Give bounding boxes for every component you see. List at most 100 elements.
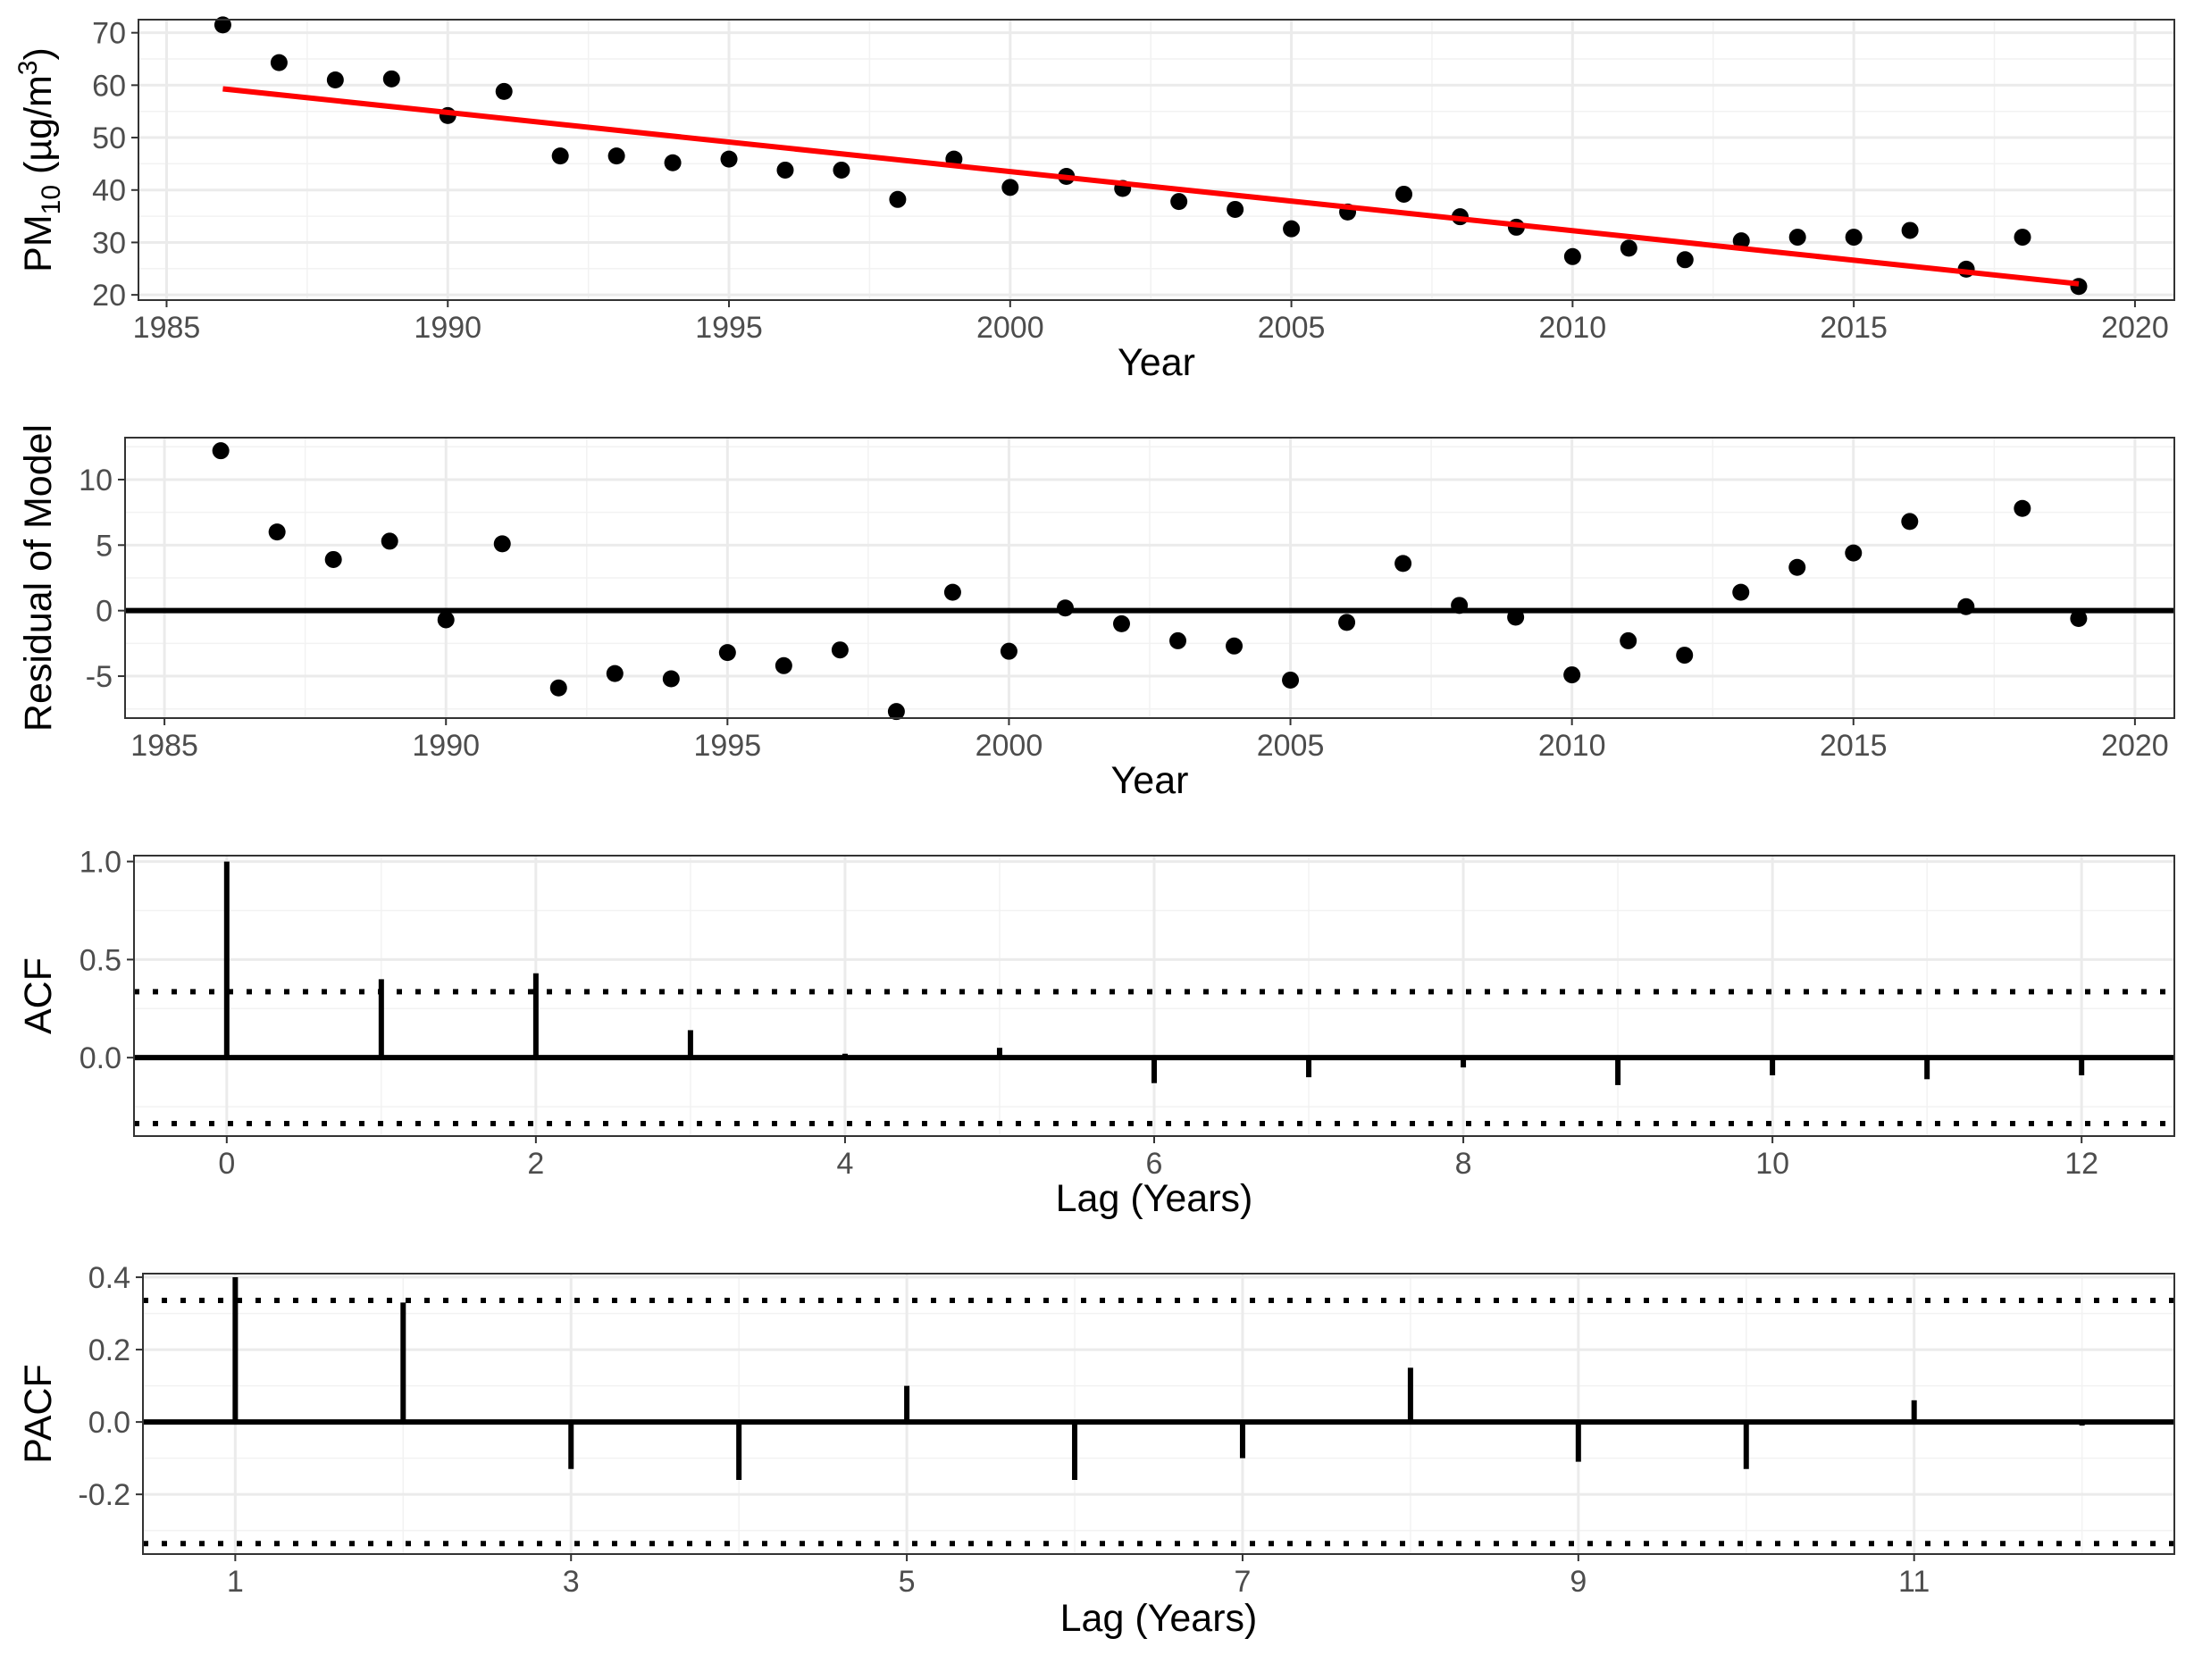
y-tick-label: 0.5	[80, 943, 121, 977]
data-point	[1001, 179, 1019, 196]
y-tick-label: -0.2	[78, 1478, 130, 1512]
panel-border	[142, 1273, 2175, 1555]
y-tick-label: 5	[96, 529, 113, 563]
y-axis: 0.0 0.5 1.0	[80, 846, 134, 1075]
y-axis: -0.2 0.0 0.2 0.4	[78, 1261, 143, 1512]
x-axis-title: Year	[1118, 341, 1195, 384]
y-tick-label: 0	[96, 595, 113, 629]
y-tick-label: 20	[92, 279, 126, 313]
x-tick-label: 0	[218, 1147, 235, 1181]
panel-border	[138, 19, 2175, 301]
x-axis-title: Lag (Years)	[1060, 1597, 1258, 1640]
y-tick-label: 0.0	[80, 1041, 121, 1075]
data-point	[1563, 247, 1581, 265]
data-point	[1226, 637, 1244, 655]
data-point	[776, 161, 794, 179]
data-point	[1227, 200, 1244, 218]
data-point	[437, 611, 455, 629]
y-axis-title-units-open: (µg/m	[17, 75, 60, 185]
data-point	[1676, 647, 1694, 664]
data-point	[1000, 642, 1017, 660]
x-tick-label: 10	[1755, 1147, 1789, 1181]
data-point	[943, 583, 961, 601]
x-tick-label: 2020	[2101, 311, 2169, 345]
x-tick-label: 2020	[2101, 729, 2169, 763]
x-tick-label: 2015	[1820, 729, 1888, 763]
y-tick-label: 70	[92, 17, 126, 51]
gridlines	[143, 1274, 2174, 1554]
data-point	[887, 703, 905, 721]
data-point	[495, 82, 513, 100]
data-point	[1338, 614, 1356, 631]
y-axis-title: Residual of Model	[17, 424, 60, 731]
panel-border	[124, 437, 2175, 719]
x-axis: 0 2 4 6 8 10 12	[218, 1136, 2098, 1181]
trend-line	[222, 86, 2080, 287]
x-tick-label: 2005	[1257, 729, 1325, 763]
x-axis: 1985 1990 1995 2000 2005 2010 2015 2020	[130, 718, 2169, 763]
y-tick-label: 0.0	[88, 1406, 130, 1440]
y-tick-label: 0.4	[88, 1261, 130, 1295]
y-axis-title-sup: 3	[13, 61, 43, 76]
x-tick-label: 1	[227, 1565, 244, 1599]
x-tick-label: 2010	[1539, 311, 1607, 345]
data-point	[1563, 666, 1581, 684]
data-point	[775, 656, 792, 674]
x-tick-label: 11	[1898, 1565, 1930, 1599]
data-point	[1732, 232, 1750, 250]
x-tick-label: 3	[563, 1565, 580, 1599]
data-point	[606, 664, 624, 682]
data-point	[718, 644, 736, 662]
x-tick-label: 1995	[695, 311, 763, 345]
y-tick-label: -5	[86, 660, 113, 694]
y-tick-label: 50	[92, 121, 126, 155]
x-tick-label: 2	[527, 1147, 544, 1181]
data-point	[1170, 193, 1188, 211]
data-point	[493, 535, 511, 553]
series-1	[212, 442, 2088, 721]
y-axis-title-units-close: )	[17, 47, 60, 60]
x-tick-label: 7	[1235, 1565, 1252, 1599]
panel-3: 0 2 4 6 8 10 12 0.0 0.5 1.0 Lag (Years) ACF	[17, 846, 2175, 1220]
gridlines	[138, 20, 2174, 300]
data-point	[1169, 631, 1187, 649]
x-tick-label: 2015	[1820, 311, 1888, 345]
panel-1: 1985 1990 1995 2000 2005 2010 2015 202020304050…	[13, 16, 2175, 384]
series-1	[223, 861, 2085, 1085]
plot-background	[138, 20, 2174, 300]
data-point	[831, 641, 849, 659]
data-point	[382, 70, 400, 88]
data-point	[1451, 597, 1469, 614]
data-point	[1112, 614, 1130, 632]
data-point	[1507, 608, 1525, 626]
x-tick-label: 1995	[694, 729, 762, 763]
data-point	[2014, 229, 2031, 247]
x-axis-title: Year	[1111, 759, 1189, 802]
data-point	[607, 147, 625, 165]
data-point	[1676, 251, 1694, 269]
x-tick-label: 9	[1570, 1565, 1587, 1599]
data-point	[324, 550, 342, 568]
x-tick-label: 1990	[412, 729, 480, 763]
y-axis-title-main: PM	[17, 214, 60, 272]
y-axis: 20 30 40 50 60 70	[92, 17, 138, 313]
data-point	[1620, 239, 1637, 257]
x-tick-label: 6	[1146, 1147, 1163, 1181]
data-point	[664, 154, 682, 171]
data-point	[1845, 229, 1863, 247]
y-tick-label: 0.2	[88, 1333, 130, 1367]
data-point	[2070, 278, 2088, 296]
data-point	[212, 442, 230, 460]
y-tick-label: 60	[92, 69, 126, 103]
data-point	[214, 16, 231, 34]
data-point	[1901, 221, 1919, 239]
panel-4: 1 3 5 7 9 11 -0.2 0.0 0.2 0.4 Lag (Years) PACF	[17, 1261, 2175, 1640]
x-tick-label: 1985	[133, 311, 201, 345]
data-point	[551, 147, 569, 165]
y-axis-title: ACF	[17, 957, 60, 1034]
x-tick-label: 5	[899, 1565, 916, 1599]
data-point	[1957, 598, 1975, 615]
data-point	[2014, 499, 2031, 517]
data-point	[1732, 583, 1750, 601]
